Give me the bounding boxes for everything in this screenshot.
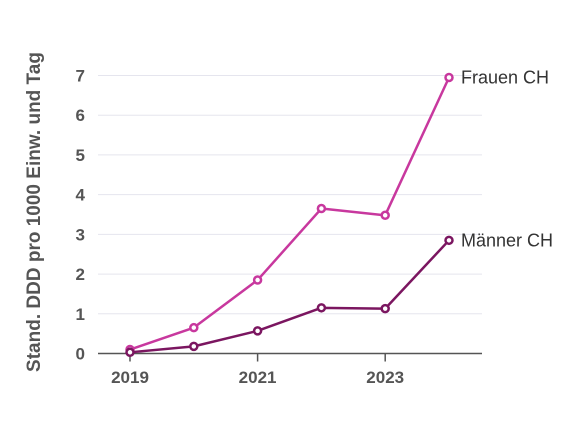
y-tick-label: 3 bbox=[76, 225, 85, 244]
y-tick-label: 7 bbox=[76, 67, 85, 86]
y-tick-label: 0 bbox=[76, 345, 85, 364]
series-group bbox=[125, 72, 454, 358]
data-point-frauen-ch bbox=[316, 203, 327, 214]
labels-group: 0 1 2 3 4 5 6 7 2019 2021 2023 Frauen CH Männer CH bbox=[76, 67, 554, 388]
y-tick-label: 1 bbox=[76, 305, 85, 324]
x-tick-label: 2019 bbox=[111, 368, 149, 387]
series-line-m-nner-ch bbox=[129, 239, 450, 354]
data-point-frauen-ch bbox=[189, 322, 199, 333]
x-tick-label: 2021 bbox=[239, 368, 277, 387]
y-tick-label: 6 bbox=[76, 106, 85, 125]
data-point-m-nner-ch bbox=[316, 303, 327, 313]
data-point-frauen-ch bbox=[380, 210, 390, 221]
axes bbox=[98, 352, 482, 362]
y-tick-label: 5 bbox=[76, 146, 85, 165]
series-label-m-nner-ch: Männer CH bbox=[461, 230, 553, 250]
data-point-m-nner-ch bbox=[125, 347, 135, 358]
data-point-m-nner-ch bbox=[444, 235, 454, 246]
data-point-m-nner-ch bbox=[252, 326, 263, 336]
y-tick-label: 4 bbox=[76, 186, 86, 205]
data-point-m-nner-ch bbox=[189, 341, 199, 352]
series-line-frauen-ch bbox=[129, 76, 451, 351]
data-point-frauen-ch bbox=[252, 275, 263, 285]
series-label-frauen-ch: Frauen CH bbox=[461, 67, 549, 87]
x-tick-label: 2023 bbox=[366, 368, 404, 387]
y-axis-label: Stand. DDD pro 1000 Einw. und Tag bbox=[24, 52, 45, 372]
data-point-m-nner-ch bbox=[380, 303, 390, 314]
data-point-frauen-ch bbox=[444, 72, 454, 83]
y-tick-label: 2 bbox=[76, 265, 85, 284]
grid bbox=[98, 75, 482, 315]
